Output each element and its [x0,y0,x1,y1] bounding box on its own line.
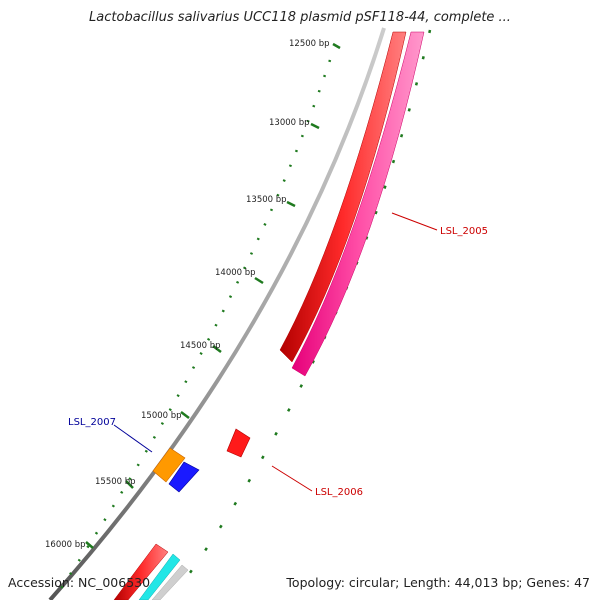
gene-lsl-2007-blue[interactable] [168,461,200,493]
gene-lsl-2005-pink[interactable] [291,31,425,377]
gene-label-lsl-2006[interactable]: LSL_2006 [315,487,363,498]
tick-label: 14500 bp [180,341,221,351]
gene-bottom-red[interactable] [113,543,169,600]
gene-lsl-2005-red[interactable] [279,31,407,363]
gene-label-lsl-2007[interactable]: LSL_2007 [68,417,116,428]
backbone-arc [48,27,386,600]
gene-lsl-2007-orange[interactable] [152,447,186,483]
accession-label: Accession: NC_006530 [8,575,151,590]
map-title: Lactobacillus salivarius UCC118 plasmid … [89,10,511,25]
tick-label: 13000 bp [269,118,310,128]
gene-label-lsl-2005[interactable]: LSL_2005 [440,226,488,237]
gene-bottom-grey[interactable] [151,564,189,600]
tick-label: 15000 bp [141,411,182,421]
tick-label: 15500 bp [95,477,136,487]
gene-lsl-2006[interactable] [226,428,251,458]
tick-label: 14000 bp [215,268,256,278]
tick-label: 16000 bp [45,540,86,550]
callout-line-lsl-2006 [271,465,313,492]
summary-label: Topology: circular; Length: 44,013 bp; G… [286,575,590,590]
tick-label: 12500 bp [289,39,330,49]
tick-labels: 12500 bp 13000 bp 13500 bp 14000 bp 1450… [45,39,330,550]
callout-line-lsl-2007 [113,424,153,453]
major-ticks [85,42,341,549]
gene-bottom-cyan[interactable] [138,553,181,600]
tick-label: 13500 bp [246,195,287,205]
tick-ring-outer [58,59,332,591]
callout-line-lsl-2005 [391,212,438,231]
